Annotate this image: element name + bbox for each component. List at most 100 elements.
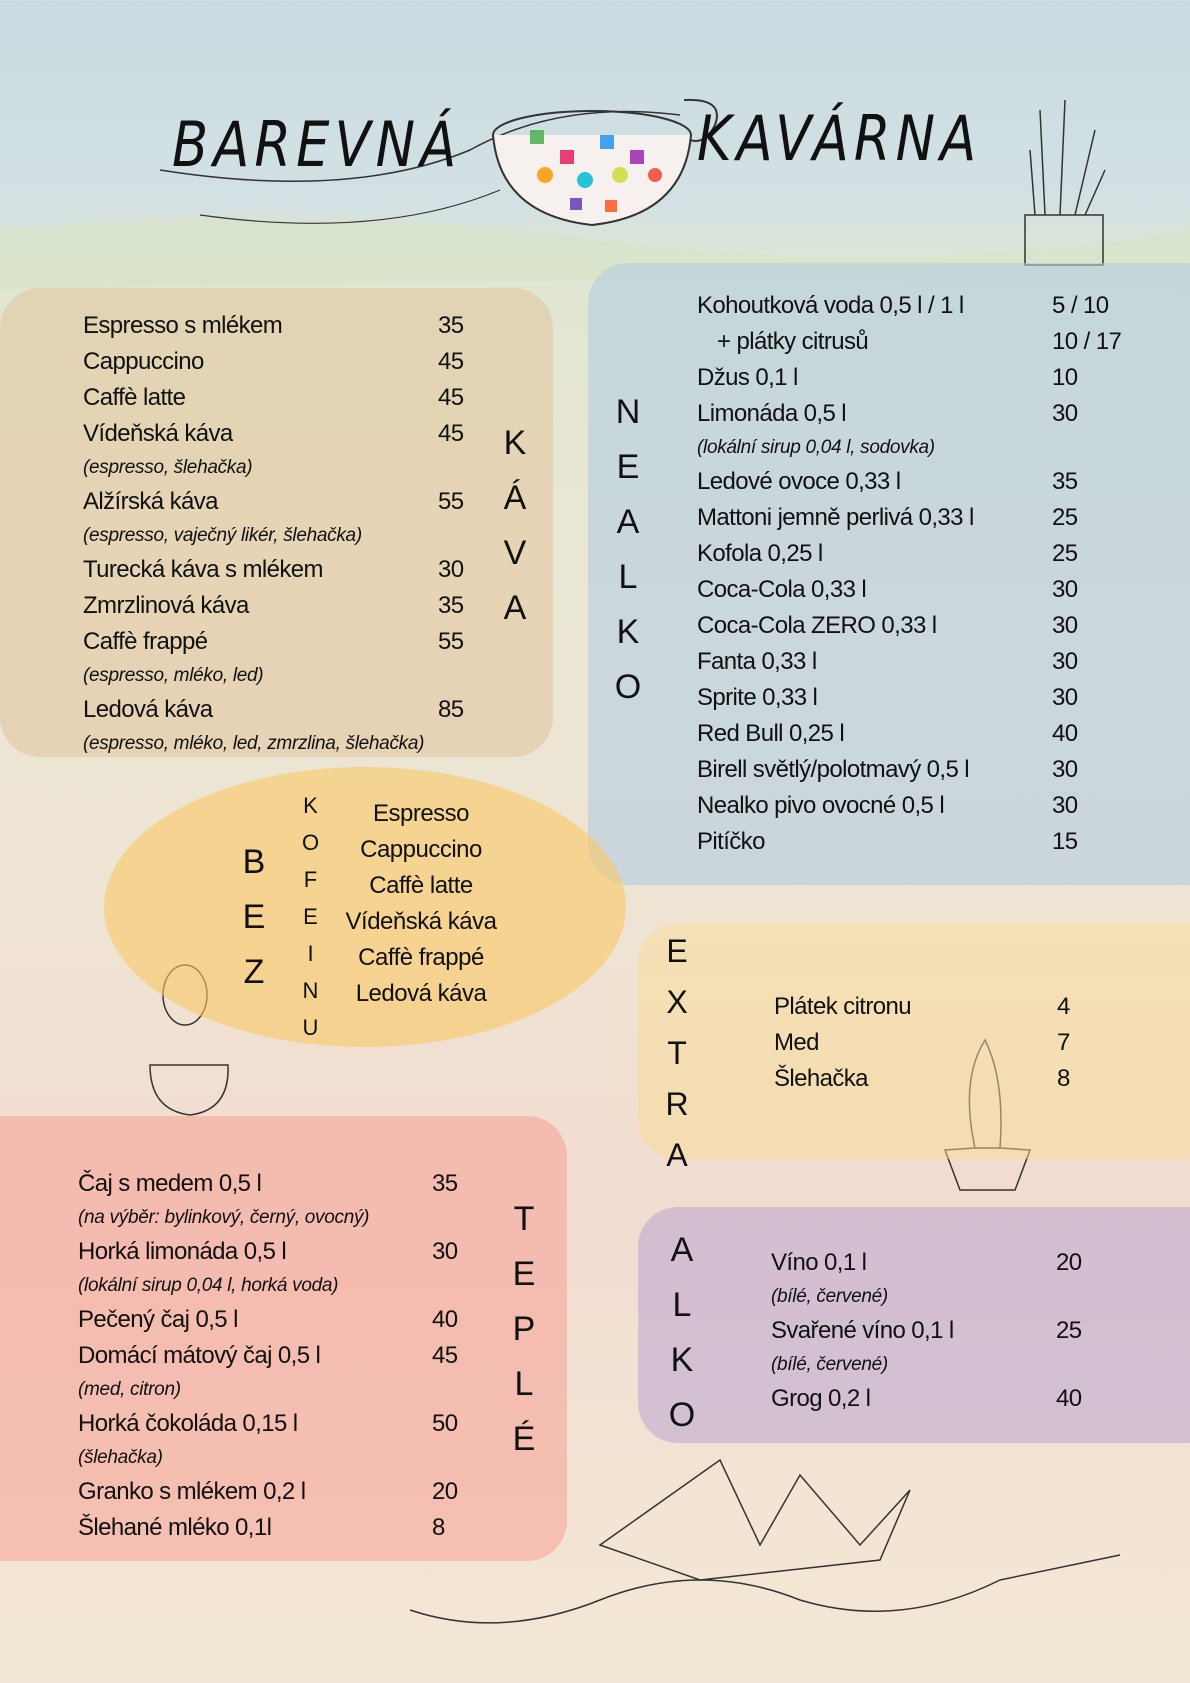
- item-name: Med: [774, 1029, 819, 1056]
- item-name: Ledové ovoce 0,33 l: [697, 468, 901, 495]
- teple-list: Čaj s medem 0,5 l 35 (na výběr: bylinkový,…: [78, 1166, 458, 1546]
- item-price: 30: [1052, 756, 1078, 783]
- bez-kofeinu-panel: [104, 767, 626, 1047]
- item-name: Kofola 0,25 l: [697, 540, 823, 567]
- menu-item: Cappuccino: [360, 836, 482, 863]
- item-price: 30: [1052, 612, 1078, 639]
- item-name: Kohoutková voda 0,5 l / 1 l: [697, 292, 964, 319]
- menu-item: Šlehačka 8: [774, 1061, 1070, 1097]
- title-right: KAVÁRNA: [697, 102, 982, 175]
- item-price: 45: [432, 1342, 458, 1369]
- item-name: Turecká káva s mlékem: [83, 556, 324, 583]
- item-name: Nealko pivo ovocné 0,5 l: [697, 792, 945, 819]
- item-name: Horká čokoláda 0,15 l: [78, 1410, 298, 1437]
- menu-item: Caffè latte 45: [83, 380, 464, 416]
- menu-item: Red Bull 0,25 l 40: [697, 716, 1121, 752]
- item-name: Pitíčko: [697, 828, 765, 855]
- item-name: Coca-Cola 0,33 l: [697, 576, 867, 603]
- item-price: 45: [438, 348, 464, 375]
- item-name: Čaj s medem 0,5 l: [78, 1170, 262, 1197]
- item-price: 7: [1057, 1029, 1070, 1056]
- item-price: 25: [1052, 540, 1078, 567]
- extra-list: Plátek citronu 4 Med 7 Šlehačka 8: [774, 989, 1070, 1097]
- section-label: EXTRA: [659, 933, 695, 1188]
- menu-item: Džus 0,1 l 10: [697, 360, 1121, 396]
- item-name: Limonáda 0,5 l: [697, 400, 847, 427]
- menu-item: Espresso: [372, 800, 470, 827]
- menu-item: Grog 0,2 l 40: [771, 1381, 1082, 1417]
- item-price: 45: [438, 420, 464, 447]
- item-price: 20: [1056, 1249, 1082, 1276]
- section-label: ALKO: [663, 1231, 701, 1451]
- bez-kofeinu-list: Espresso Cappuccino Caffè latte Vídeňská ká…: [305, 796, 537, 1012]
- item-price: 85: [438, 696, 464, 723]
- menu-item: Ledová káva: [355, 980, 487, 1007]
- menu-item: Caffè frappé: [358, 944, 484, 971]
- menu-item: Ledové ovoce 0,33 l 35: [697, 464, 1121, 500]
- menu-item: Domácí mátový čaj 0,5 l 45: [78, 1338, 458, 1374]
- extra-panel: [638, 923, 1190, 1159]
- item-price: 30: [1052, 576, 1078, 603]
- menu-item: Kohoutková voda 0,5 l / 1 l 5 / 10: [697, 288, 1121, 324]
- nealko-panel: [588, 263, 1190, 885]
- menu-item: Coca-Cola ZERO 0,33 l 30: [697, 608, 1121, 644]
- section-label: NEALKO: [609, 393, 647, 723]
- item-price: 50: [432, 1410, 458, 1437]
- item-price: 8: [1057, 1065, 1070, 1092]
- menu-item: Vídeňská káva 45: [83, 416, 464, 452]
- menu-item: Pitíčko 15: [697, 824, 1121, 860]
- item-name: Mattoni jemně perlivá 0,33 l: [697, 504, 974, 531]
- item-note: (bílé, červené): [771, 1286, 888, 1307]
- menu-item: Plátek citronu 4: [774, 989, 1070, 1025]
- item-name: Sprite 0,33 l: [697, 684, 818, 711]
- menu-item: Svařené víno 0,1 l 25: [771, 1313, 1082, 1349]
- item-name: Fanta 0,33 l: [697, 648, 817, 675]
- item-price: 30: [1052, 648, 1078, 675]
- item-price: 40: [1052, 720, 1078, 747]
- menu-item: Caffè frappé 55: [83, 624, 464, 660]
- item-name: + plátky citrusů: [717, 328, 869, 355]
- section-label: KÁVA: [496, 424, 534, 644]
- item-name: Espresso s mlékem: [83, 312, 283, 339]
- item-price: 35: [432, 1170, 458, 1197]
- item-price: 30: [1052, 684, 1078, 711]
- item-price: 4: [1057, 993, 1070, 1020]
- item-name: Svařené víno 0,1 l: [771, 1317, 954, 1344]
- item-name: Šlehačka: [774, 1065, 869, 1092]
- menu-item: Sprite 0,33 l 30: [697, 680, 1121, 716]
- item-name: Caffè frappé: [83, 628, 208, 655]
- kava-list: Espresso s mlékem 35 Cappuccino 45 Caffè lat…: [83, 308, 464, 760]
- item-price: 25: [1056, 1317, 1082, 1344]
- item-price: 15: [1052, 828, 1078, 855]
- menu-item: Fanta 0,33 l 30: [697, 644, 1121, 680]
- item-note: (lokální sirup 0,04 l, horká voda): [78, 1275, 339, 1296]
- menu-item: Pečený čaj 0,5 l 40: [78, 1302, 458, 1338]
- section-label: BEZ: [235, 843, 273, 1008]
- item-price: 55: [438, 488, 464, 515]
- item-note: (med, citron): [78, 1379, 181, 1400]
- alko-panel: [638, 1207, 1190, 1443]
- item-name: Grog 0,2 l: [771, 1385, 871, 1412]
- item-name: Red Bull 0,25 l: [697, 720, 845, 747]
- menu-item: Čaj s medem 0,5 l 35: [78, 1166, 458, 1202]
- menu-item: Ledová káva 85: [83, 692, 464, 728]
- menu-item: Zmrzlinová káva 35: [83, 588, 464, 624]
- teple-panel: [0, 1116, 567, 1561]
- item-name: Caffè latte: [83, 384, 186, 411]
- item-note: (espresso, mléko, led, zmrzlina, šlehačk…: [83, 733, 425, 754]
- item-name: Birell světlý/polotmavý 0,5 l: [697, 756, 970, 783]
- menu-item: Caffè latte: [369, 872, 473, 899]
- item-price: 35: [438, 592, 464, 619]
- item-name: Plátek citronu: [774, 993, 912, 1020]
- menu-item: Horká čokoláda 0,15 l 50: [78, 1406, 458, 1442]
- item-price: 40: [432, 1306, 458, 1333]
- item-price: 35: [1052, 468, 1078, 495]
- item-note: (espresso, šlehačka): [83, 457, 253, 478]
- menu-item: Birell světlý/polotmavý 0,5 l 30: [697, 752, 1121, 788]
- item-price: 5 / 10: [1052, 292, 1109, 319]
- item-name: Vídeňská káva: [83, 420, 233, 447]
- item-name: Víno 0,1 l: [771, 1249, 867, 1276]
- menu-item: Espresso s mlékem 35: [83, 308, 464, 344]
- item-name: Cappuccino: [83, 348, 204, 375]
